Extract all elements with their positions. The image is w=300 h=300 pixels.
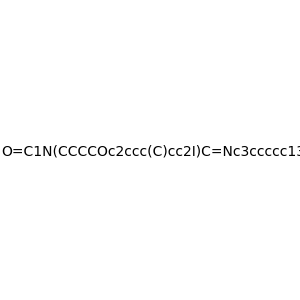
Text: O=C1N(CCCCOc2ccc(C)cc2I)C=Nc3ccccc13: O=C1N(CCCCOc2ccc(C)cc2I)C=Nc3ccccc13	[2, 145, 300, 158]
